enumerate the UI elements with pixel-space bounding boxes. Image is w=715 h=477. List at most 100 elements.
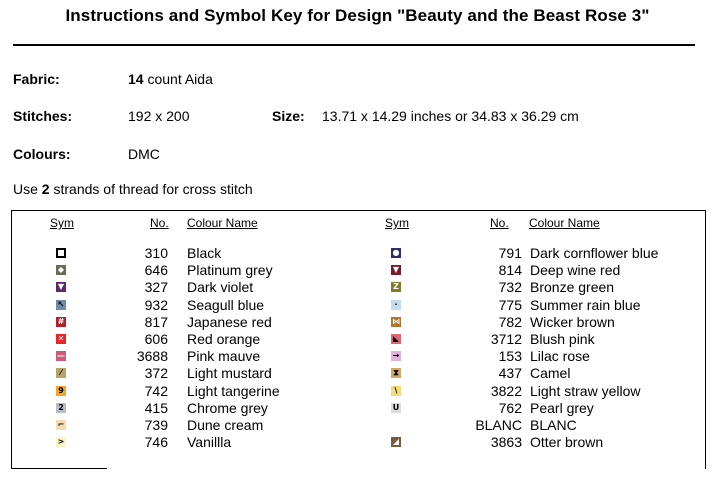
colour-name: Summer rain blue — [530, 296, 641, 313]
page-title: Instructions and Symbol Key for Design "… — [65, 6, 650, 25]
table-row: ⌐ 739 Dune cream — [12, 417, 352, 434]
colour-name: Red orange — [187, 330, 261, 347]
table-row: ⋈ 782 Wicker brown — [352, 314, 702, 331]
table-row: BLANC BLANC — [352, 417, 702, 434]
colour-number: 3822 — [490, 382, 522, 399]
colour-number: 606 — [144, 330, 168, 347]
table-row: ✕ 606 Red orange — [12, 331, 352, 348]
table-row: ● 791 Dark cornflower blue — [352, 245, 702, 262]
open-square-icon — [56, 248, 66, 258]
colour-name: Vanillla — [187, 434, 232, 451]
table-bottom-rule — [11, 468, 107, 469]
colours-label: Colours: — [13, 146, 71, 162]
colour-name: BLANC — [530, 416, 577, 433]
arrow-right-icon: → — [391, 351, 401, 362]
strands-pre: Use — [13, 181, 38, 197]
down-triangle-icon: ▼ — [391, 265, 401, 276]
colour-name: Pearl grey — [530, 399, 594, 416]
hourglass-icon: ⧗ — [391, 368, 401, 379]
table-row: ▼ 327 Dark violet — [12, 279, 352, 296]
strands-count: 2 — [41, 181, 50, 197]
table-row: ⧗ 437 Camel — [352, 365, 702, 382]
fabric-count: 14 — [128, 71, 144, 87]
hash-icon: # — [56, 316, 66, 327]
colour-number: 153 — [498, 348, 522, 365]
table-row: ◣ 3712 Blush pink — [352, 331, 702, 348]
size-value: 13.71 x 14.29 inches or 34.83 x 36.29 cm — [322, 108, 579, 124]
table-row: ◢ 3863 Otter brown — [352, 434, 702, 451]
table-row: >746 Vanillla — [12, 434, 352, 451]
colour-name: Camel — [530, 365, 571, 382]
header-sym-right: Sym — [385, 216, 409, 230]
colour-name: Wicker brown — [530, 313, 615, 330]
u-icon: U — [391, 402, 401, 413]
colour-name: Dark cornflower blue — [530, 245, 659, 261]
fabric-value: 14 count Aida — [128, 71, 213, 87]
colour-name: Platinum grey — [187, 262, 273, 279]
table-row: — 3688 Pink mauve — [12, 348, 352, 365]
colour-number: 932 — [144, 296, 168, 313]
down-triangle-icon: ▼ — [56, 282, 66, 293]
colour-name: Dark violet — [187, 279, 254, 296]
colour-number: 3712 — [490, 330, 522, 347]
colour-number: 310 — [144, 245, 168, 261]
title-rule — [13, 44, 695, 46]
table-row: ⁄ 372 Light mustard — [12, 365, 352, 382]
symbol-key-table: Sym No. Colour Name Sym No. Colour Name … — [11, 210, 706, 469]
stitches-label: Stitches: — [13, 108, 73, 124]
cross-icon: ✕ — [56, 333, 66, 344]
colour-number: 646 — [144, 262, 168, 279]
colour-name: Otter brown — [530, 434, 604, 451]
colour-name: Bronze green — [530, 279, 615, 296]
colour-number: BLANC — [475, 416, 522, 433]
header-no-right: No. — [490, 216, 509, 230]
z-icon: Z — [391, 282, 401, 293]
table-row: 2 415 Chrome grey — [12, 400, 352, 417]
colour-number: 746 — [144, 434, 168, 451]
colour-name: Deep wine red — [530, 262, 621, 279]
table-row: 9 742 Light tangerine — [12, 383, 352, 400]
table-row: ◆ 646 Platinum grey — [12, 262, 352, 279]
fabric-label: Fabric: — [13, 71, 60, 87]
colour-name: Seagull blue — [187, 296, 265, 313]
colour-number: 3863 — [490, 434, 522, 451]
corner-icon: ⌐ — [56, 419, 66, 430]
dot-icon: · — [391, 299, 401, 310]
colour-number: 437 — [498, 365, 522, 382]
header-name-right: Colour Name — [529, 216, 600, 230]
corner-triangle-icon: ◣ — [391, 333, 401, 344]
colour-name: Japanese red — [187, 313, 272, 330]
arrow-icon: ↖ — [56, 299, 66, 310]
size-label: Size: — [272, 108, 305, 124]
table-row: → 153 Lilac rose — [352, 348, 702, 365]
header-sym-left: Sym — [50, 216, 74, 230]
backslash-icon: \ — [391, 385, 401, 396]
triangle-icon: ◢ — [391, 437, 401, 448]
header-name-left: Colour Name — [187, 216, 258, 230]
colour-name: Pink mauve — [187, 348, 261, 365]
colour-number: 791 — [498, 245, 522, 261]
left-column: 310 Black ◆ 646 Platinum grey ▼ 327 Dark violet… — [12, 245, 352, 451]
colour-number: 327 — [144, 279, 168, 296]
strands-note: Use 2 strands of thread for cross stitch — [13, 181, 253, 197]
colour-number: 3688 — [136, 348, 168, 365]
two-icon: 2 — [56, 402, 66, 413]
colours-value: DMC — [128, 146, 160, 162]
strands-post: strands of thread for cross stitch — [53, 181, 253, 197]
dash-icon: — — [56, 351, 66, 362]
colour-name: Black — [187, 245, 222, 261]
colour-number: 415 — [144, 399, 168, 416]
table-row: U 762 Pearl grey — [352, 400, 702, 417]
fabric-type: count Aida — [147, 71, 213, 87]
colour-name: Light straw yellow — [530, 382, 641, 399]
table-row: \ 3822 Light straw yellow — [352, 383, 702, 400]
colour-number: 742 — [144, 382, 168, 399]
circle-icon: ● — [391, 248, 401, 258]
right-column: ● 791 Dark cornflower blue ▼ 814 Deep wine re… — [352, 245, 702, 451]
table-row: ↖ 932 Seagull blue — [12, 297, 352, 314]
colour-number: 782 — [498, 313, 522, 330]
table-row: Z 732 Bronze green — [352, 279, 702, 296]
colour-number: 814 — [498, 262, 522, 279]
colour-name: Dune cream — [187, 416, 264, 433]
colour-name: Light mustard — [187, 365, 272, 382]
